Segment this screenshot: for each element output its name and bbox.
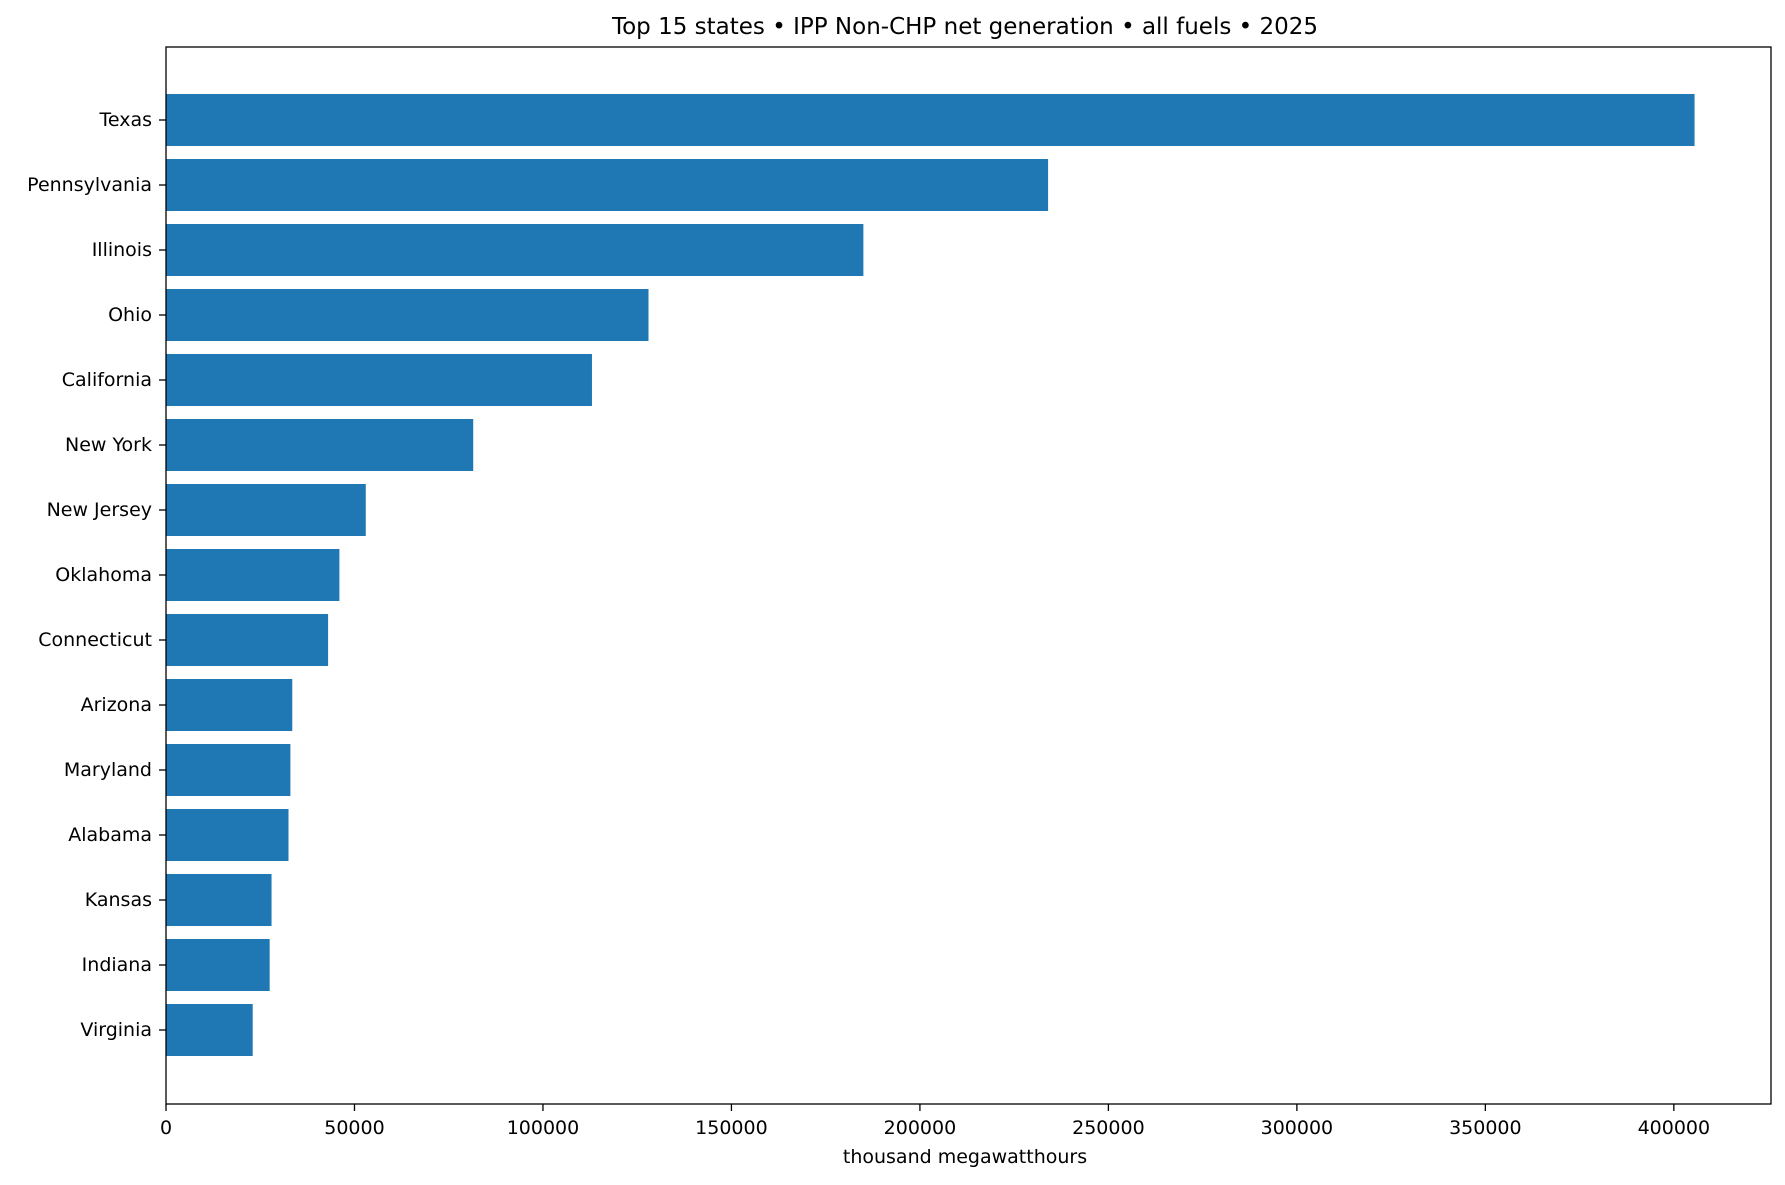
- y-tick-label-new-jersey: New Jersey: [47, 499, 152, 521]
- y-tick-label-oklahoma: Oklahoma: [55, 564, 152, 586]
- bar-illinois: [166, 224, 864, 276]
- bar-maryland: [166, 744, 291, 796]
- y-tick-label-indiana: Indiana: [82, 954, 152, 976]
- y-tick-label-new-york: New York: [65, 434, 152, 456]
- bar-ohio: [166, 289, 649, 341]
- x-tick-label-400000: 400000: [1638, 1117, 1711, 1139]
- y-tick-label-pennsylvania: Pennsylvania: [27, 174, 152, 196]
- y-tick-label-illinois: Illinois: [92, 239, 152, 261]
- bar-new-york: [166, 419, 474, 471]
- y-tick-label-alabama: Alabama: [68, 824, 152, 846]
- bar-indiana: [166, 939, 270, 991]
- x-tick-label-100000: 100000: [507, 1117, 580, 1139]
- x-tick-label-0: 0: [160, 1117, 172, 1139]
- bar-texas: [166, 94, 1695, 146]
- plot-frame: [165, 46, 1772, 1105]
- y-tick-label-ohio: Ohio: [108, 304, 152, 326]
- bar-alabama: [166, 809, 289, 861]
- y-tick-label-connecticut: Connecticut: [38, 629, 152, 651]
- x-tick-label-200000: 200000: [884, 1117, 957, 1139]
- y-tick-label-texas: Texas: [98, 109, 152, 131]
- x-tick-label-50000: 50000: [324, 1117, 384, 1139]
- x-tick-label-150000: 150000: [695, 1117, 768, 1139]
- x-axis-title: thousand megawatthours: [843, 1146, 1087, 1168]
- x-axis-ticks: 0 50000 100000 150000 200000 250000 300000 3500…: [160, 1104, 1710, 1139]
- bar-california: [166, 354, 592, 406]
- bar-oklahoma: [166, 549, 340, 601]
- bar-kansas: [166, 874, 272, 926]
- y-tick-label-california: California: [62, 369, 152, 391]
- x-tick-label-250000: 250000: [1072, 1117, 1145, 1139]
- bars-group: [166, 94, 1695, 1056]
- y-tick-label-maryland: Maryland: [64, 759, 152, 781]
- y-tick-label-kansas: Kansas: [85, 889, 152, 911]
- chart-title: Top 15 states • IPP Non-CHP net generati…: [611, 14, 1318, 40]
- bar-pennsylvania: [166, 159, 1049, 211]
- bar-connecticut: [166, 614, 329, 666]
- y-tick-label-arizona: Arizona: [81, 694, 152, 716]
- bar-virginia: [166, 1004, 253, 1056]
- x-tick-label-350000: 350000: [1449, 1117, 1522, 1139]
- bar-arizona: [166, 679, 293, 731]
- x-tick-label-300000: 300000: [1261, 1117, 1334, 1139]
- bar-new-jersey: [166, 484, 366, 536]
- y-axis-ticks: Texas Pennsylvania Illinois Ohio California N…: [27, 109, 166, 1041]
- y-tick-label-virginia: Virginia: [80, 1019, 152, 1041]
